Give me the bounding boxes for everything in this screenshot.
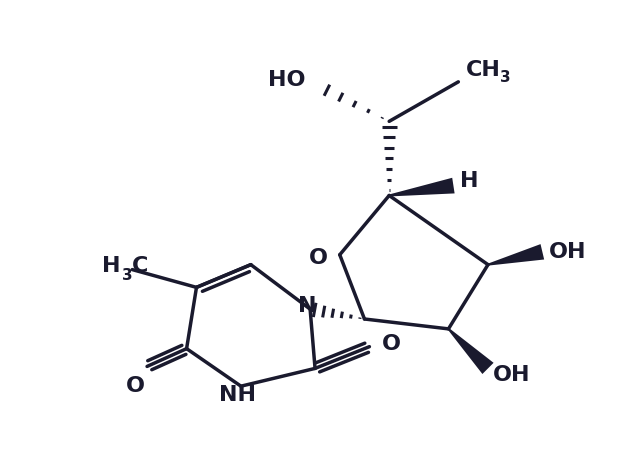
Text: NH: NH xyxy=(220,385,257,405)
Polygon shape xyxy=(389,178,454,196)
Text: OH: OH xyxy=(493,365,531,385)
Text: H: H xyxy=(102,256,120,275)
Text: 3: 3 xyxy=(122,268,133,283)
Text: CH: CH xyxy=(467,60,501,80)
Polygon shape xyxy=(448,328,493,374)
Text: C: C xyxy=(132,256,148,275)
Text: N: N xyxy=(298,296,316,316)
Text: 3: 3 xyxy=(500,70,511,86)
Text: O: O xyxy=(382,334,401,354)
Text: OH: OH xyxy=(549,242,587,262)
Text: H: H xyxy=(460,171,479,191)
Polygon shape xyxy=(488,244,544,266)
Text: HO: HO xyxy=(268,70,305,90)
Text: O: O xyxy=(125,376,145,396)
Text: O: O xyxy=(308,248,328,268)
